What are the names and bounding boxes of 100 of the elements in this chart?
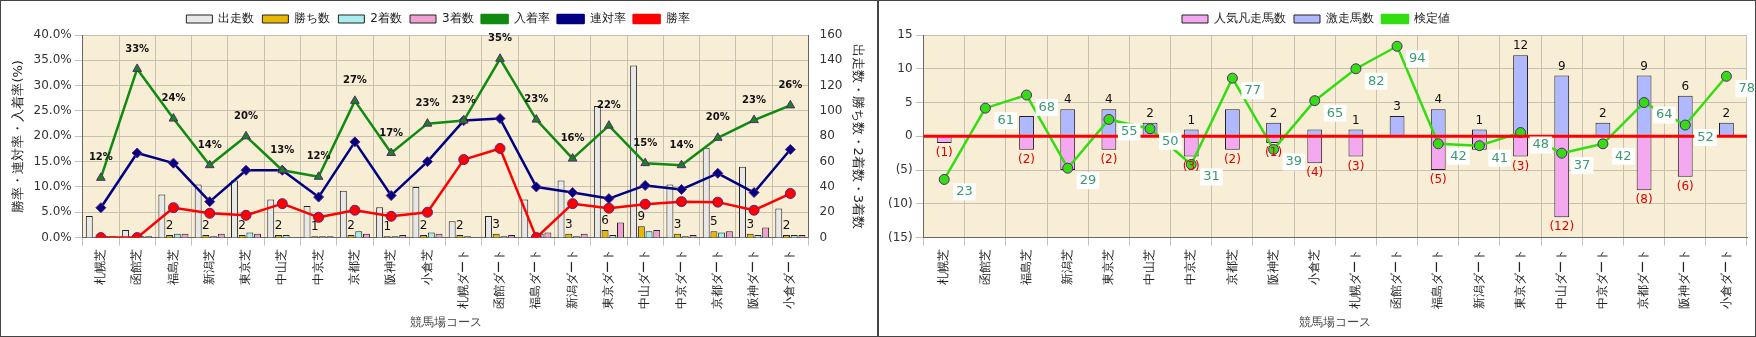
data-label: 2 bbox=[274, 218, 283, 233]
point bbox=[567, 153, 578, 162]
data-label: 61 bbox=[997, 112, 1014, 128]
y2-tick-label: 100 bbox=[819, 103, 843, 118]
data-label: 4 bbox=[1063, 92, 1072, 107]
x-tick-label: 阪神ダート bbox=[746, 248, 761, 309]
data-label: (8) bbox=[1635, 192, 1653, 207]
data-label: 13% bbox=[270, 143, 295, 155]
data-label: 3 bbox=[673, 216, 682, 231]
y2-tick-label: 120 bbox=[819, 77, 843, 92]
point bbox=[1432, 138, 1444, 150]
data-label: 12 bbox=[1512, 38, 1529, 53]
x-tick-label: 函館芝 bbox=[977, 248, 992, 285]
data-label: 1 bbox=[1352, 112, 1360, 127]
y2-tick-label: 60 bbox=[819, 153, 835, 168]
data-label: 16% bbox=[560, 132, 585, 144]
y-tick-label: 20.0% bbox=[33, 128, 72, 143]
data-label: 3 bbox=[564, 216, 573, 231]
data-label: 20% bbox=[705, 111, 730, 123]
data-label: 1 bbox=[310, 219, 319, 234]
point bbox=[494, 113, 506, 125]
data-label: 2 bbox=[419, 218, 428, 233]
point bbox=[1062, 162, 1074, 174]
data-label: 41 bbox=[1491, 149, 1508, 165]
y-tick-label: 0.0% bbox=[41, 229, 72, 244]
y-tick-label: 25.0% bbox=[33, 103, 72, 118]
data-label: 23% bbox=[524, 93, 549, 105]
point bbox=[712, 167, 724, 179]
y-tick-label: 30.0% bbox=[33, 77, 72, 92]
point bbox=[567, 198, 579, 210]
point bbox=[603, 202, 615, 214]
y2-tick-label: 80 bbox=[819, 128, 835, 143]
point bbox=[979, 102, 991, 114]
x-tick-label: 中山ダート bbox=[1553, 248, 1568, 309]
x-tick-label: 函館ダート bbox=[1389, 248, 1404, 309]
point bbox=[938, 173, 950, 185]
data-label: 65 bbox=[1326, 104, 1344, 120]
data-label: 39 bbox=[1285, 153, 1303, 169]
data-label: 22% bbox=[596, 99, 621, 111]
x-tick-label: 東京ダート bbox=[1512, 248, 1527, 309]
data-label: 20% bbox=[234, 109, 258, 121]
x-axis-title: 競馬場コース bbox=[1299, 314, 1372, 329]
legend-label: 勝ち数 bbox=[294, 11, 331, 26]
y-tick-label: 40.0% bbox=[33, 27, 72, 42]
x-tick-label: 中山芝 bbox=[1142, 248, 1157, 285]
data-label: (3) bbox=[1512, 158, 1530, 173]
point bbox=[422, 118, 433, 127]
point bbox=[349, 204, 361, 216]
point bbox=[1679, 119, 1691, 131]
point bbox=[313, 191, 325, 203]
data-label: 50 bbox=[1162, 132, 1179, 148]
x-tick-label: 函館ダート bbox=[492, 248, 507, 309]
x-tick-label: 中京ダート bbox=[673, 248, 688, 309]
data-label: (1) bbox=[935, 145, 953, 160]
point bbox=[131, 147, 143, 159]
x-tick-label: 福島ダート bbox=[1430, 248, 1445, 309]
x-tick-label: 小倉芝 bbox=[419, 248, 434, 285]
data-label: 4 bbox=[1105, 92, 1113, 107]
x-tick-label: 新潟ダート bbox=[564, 248, 579, 309]
y-tick-label: 15 bbox=[897, 27, 913, 42]
point bbox=[240, 164, 252, 176]
point bbox=[240, 209, 252, 221]
y-tick-label: 0 bbox=[904, 128, 913, 143]
x-tick-label: 福島ダート bbox=[528, 248, 543, 309]
point bbox=[530, 181, 542, 193]
point bbox=[1021, 89, 1033, 101]
y-tick-label: 5 bbox=[904, 94, 913, 109]
data-label: 14% bbox=[197, 138, 222, 150]
data-label: (2) bbox=[1018, 151, 1036, 166]
x-tick-label: 中山芝 bbox=[274, 248, 289, 285]
y-tick-label: (15) bbox=[887, 229, 913, 244]
point bbox=[168, 113, 179, 122]
x-tick-label: 福島芝 bbox=[1018, 248, 1033, 285]
data-label: 17% bbox=[379, 126, 404, 138]
y-tick-label: (5) bbox=[895, 162, 913, 177]
x-tick-label: 阪神ダート bbox=[1677, 248, 1692, 309]
data-label: 31 bbox=[1203, 168, 1220, 184]
data-label: (3) bbox=[1347, 158, 1365, 173]
data-label: 24% bbox=[161, 92, 186, 104]
data-label: 1 bbox=[1187, 112, 1196, 127]
point bbox=[386, 147, 397, 157]
point bbox=[676, 159, 687, 169]
data-label: 9 bbox=[1557, 58, 1566, 73]
point bbox=[1638, 97, 1650, 109]
legend-label: 入着率 bbox=[513, 11, 550, 26]
point bbox=[1473, 140, 1485, 152]
point bbox=[1720, 70, 1732, 82]
data-label: 37 bbox=[1573, 157, 1591, 173]
y2-axis-title: 出走数・勝ち数・2着数・3着数 bbox=[850, 43, 866, 230]
point bbox=[712, 196, 724, 208]
point bbox=[675, 196, 687, 208]
data-label: 9 bbox=[1640, 58, 1648, 73]
data-label: 23 bbox=[956, 183, 973, 199]
legend-label: 激走馬数 bbox=[1326, 11, 1374, 26]
point bbox=[241, 130, 251, 140]
x-tick-label: 中京ダート bbox=[1595, 248, 1610, 309]
data-label: 3 bbox=[1393, 99, 1401, 114]
point bbox=[639, 198, 651, 210]
point bbox=[784, 143, 796, 155]
legend-label: 出走数 bbox=[218, 11, 255, 26]
